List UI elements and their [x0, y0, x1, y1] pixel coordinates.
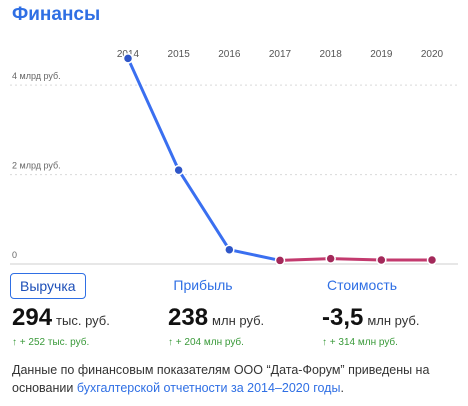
metric-revenue-delta: ↑ + 252 тыс. руб. — [12, 337, 90, 348]
grid-layer: 0 2 млрд руб. 4 млрд руб. — [10, 71, 458, 265]
tab-revenue[interactable]: Выручка — [10, 273, 86, 299]
footer-end: . — [340, 381, 344, 395]
x-tick-layer: 2014201520162017201820192020 — [117, 49, 444, 60]
footer-note: Данные по финансовым показателям ООО “Да… — [12, 361, 456, 397]
metric-profit-delta: ↑ + 204 млн руб. — [168, 337, 244, 348]
metric-profit-value: 238 — [168, 304, 209, 331]
revenue-line-chart: 02 млрд руб.4 млрд руб. 2014201520162017… — [10, 49, 458, 266]
tab-value[interactable]: Стоимость — [326, 277, 398, 293]
metric-value-unit: млн руб. — [367, 313, 420, 328]
y-tick-label: 0 — [12, 250, 17, 260]
data-point — [325, 253, 336, 264]
metric-profit-unit: млн руб. — [212, 313, 265, 328]
data-point — [173, 164, 184, 176]
data-point — [376, 254, 387, 266]
metric-value-value: -3,5 — [322, 304, 364, 331]
x-tick-label: 2015 — [168, 49, 191, 60]
metric-revenue-value: 294 — [12, 304, 53, 331]
metric-revenue-unit: тыс. руб. — [56, 313, 110, 328]
point-layer — [122, 53, 438, 266]
x-tick-label: 2019 — [370, 49, 393, 60]
y-tick-label: 2 млрд руб. — [12, 161, 61, 171]
footer-text: Данные по финансовым показателям ООО “Да… — [12, 363, 430, 395]
tab-profit[interactable]: Прибыль — [173, 277, 233, 293]
x-tick-label: 2017 — [269, 49, 292, 60]
footer-source-link[interactable]: бухгалтерской отчетности за 2014–2020 го… — [76, 381, 341, 395]
series-line-main — [126, 56, 282, 262]
metric-value-delta: ↑ + 314 млн руб. — [322, 337, 398, 348]
data-point — [274, 255, 286, 266]
x-tick-label: 2018 — [320, 49, 343, 60]
x-tick-label: 2020 — [421, 49, 444, 60]
metric-profit: 238 млн руб. — [168, 304, 264, 332]
data-point — [122, 53, 134, 64]
data-point — [426, 254, 438, 266]
y-tick-label: 4 млрд руб. — [12, 71, 61, 81]
data-point — [224, 244, 235, 255]
metric-value: -3,5 млн руб. — [322, 304, 419, 332]
series-layer — [126, 56, 434, 262]
x-tick-label: 2016 — [218, 49, 241, 60]
metric-revenue: 294 тыс. руб. — [12, 304, 110, 332]
series-line-tail — [278, 257, 434, 262]
section-title: Финансы — [12, 4, 101, 25]
